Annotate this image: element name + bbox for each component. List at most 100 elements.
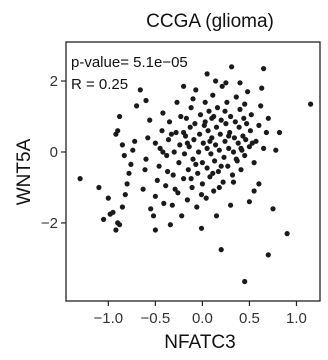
data-point-19 (121, 152, 127, 159)
data-point-37 (161, 200, 167, 206)
data-point-22 (137, 87, 143, 93)
y-tick-label-0: −2 (41, 215, 58, 232)
data-point-31 (152, 193, 158, 199)
data-point-84 (208, 151, 214, 157)
data-point-81 (205, 128, 211, 134)
data-point-155 (308, 101, 314, 107)
data-point-138 (237, 80, 243, 86)
data-point-74 (199, 160, 205, 166)
data-point-15 (132, 138, 138, 144)
data-point-141 (223, 80, 229, 86)
data-point-111 (232, 119, 238, 125)
y-tick-label-2: 2 (50, 73, 58, 90)
data-point-63 (190, 156, 196, 162)
data-point-168 (218, 163, 224, 169)
data-point-162 (242, 101, 248, 107)
data-point-139 (259, 85, 265, 91)
r-annotation: R = 0.25 (71, 76, 128, 93)
data-point-97 (219, 83, 225, 89)
data-point-12 (126, 170, 132, 176)
data-point-151 (242, 278, 248, 285)
data-point-148 (284, 231, 290, 237)
x-tick-label-4: 1.0 (286, 310, 307, 327)
data-point-121 (242, 152, 248, 159)
data-point-157 (165, 168, 171, 175)
data-point-73 (199, 181, 205, 187)
data-point-36 (160, 110, 166, 116)
data-point-166 (233, 156, 239, 162)
data-point-52 (179, 213, 185, 219)
data-point-75 (200, 140, 206, 146)
data-point-39 (164, 152, 170, 159)
data-point-109 (230, 149, 237, 155)
data-point-120 (241, 115, 247, 121)
data-point-57 (184, 197, 190, 203)
data-point-0 (77, 176, 83, 182)
data-point-40 (165, 137, 172, 143)
data-point-101 (223, 121, 229, 127)
data-point-169 (202, 119, 208, 125)
data-point-79 (204, 165, 210, 171)
data-point-41 (166, 119, 173, 125)
data-point-51 (178, 113, 184, 120)
data-point-163 (198, 192, 205, 198)
data-point-2 (105, 195, 111, 201)
data-point-92 (214, 105, 221, 111)
y-axis: −2 0 2 (41, 73, 66, 232)
data-point-48 (175, 190, 181, 196)
data-point-177 (190, 96, 196, 102)
data-point-71 (197, 112, 204, 118)
data-point-167 (172, 186, 178, 192)
data-point-14 (130, 147, 136, 153)
x-tick-label-1: −0.5 (141, 310, 171, 327)
data-point-62 (189, 184, 195, 191)
data-point-45 (171, 149, 177, 155)
data-point-102 (224, 99, 230, 105)
data-point-160 (230, 179, 237, 185)
data-point-131 (258, 103, 264, 109)
data-point-159 (207, 138, 213, 144)
data-point-44 (170, 172, 176, 178)
p-value-annotation: p-value= 5.1e−05 (71, 54, 188, 71)
data-point-98 (220, 179, 226, 185)
data-point-38 (163, 183, 169, 189)
data-point-95 (217, 131, 223, 137)
data-point-82 (206, 108, 212, 114)
data-point-119 (240, 133, 246, 139)
data-point-5 (107, 211, 113, 217)
data-point-149 (265, 252, 271, 258)
data-point-27 (147, 117, 153, 123)
data-point-4 (101, 216, 107, 222)
data-point-145 (228, 202, 234, 208)
data-point-104 (226, 145, 232, 151)
data-point-172 (193, 161, 199, 167)
data-point-61 (188, 105, 194, 111)
data-point-66 (193, 87, 199, 93)
data-point-25 (143, 156, 149, 162)
data-point-152 (261, 66, 267, 72)
data-point-171 (226, 133, 232, 139)
data-point-127 (248, 112, 254, 118)
data-point-68 (195, 170, 201, 176)
data-point-65 (192, 121, 198, 127)
data-point-179 (216, 184, 222, 191)
data-point-165 (211, 113, 217, 120)
data-point-70 (197, 131, 203, 137)
data-point-18 (119, 142, 125, 148)
data-point-137 (213, 78, 219, 84)
x-axis: −1.0 −0.5 0.0 0.5 1.0 (94, 301, 307, 327)
data-point-158 (188, 176, 194, 182)
data-point-170 (184, 140, 190, 146)
data-point-116 (237, 106, 243, 112)
data-point-29 (150, 213, 157, 219)
data-point-91 (213, 124, 220, 130)
data-point-134 (265, 115, 271, 121)
data-point-54 (181, 151, 188, 157)
data-point-42 (167, 222, 173, 228)
x-axis-label: NFATC3 (164, 332, 235, 353)
data-point-58 (185, 167, 191, 173)
data-point-20 (117, 113, 123, 120)
data-point-88 (211, 188, 217, 194)
data-point-132 (261, 145, 267, 151)
data-point-60 (187, 124, 193, 130)
